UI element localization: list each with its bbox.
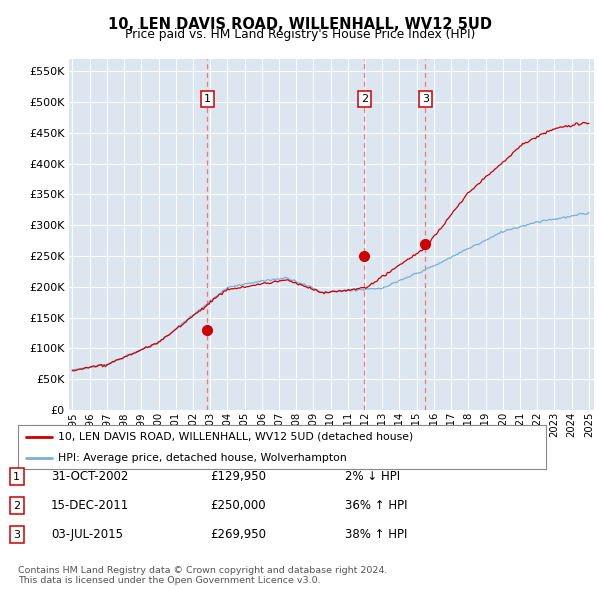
Text: Contains HM Land Registry data © Crown copyright and database right 2024.
This d: Contains HM Land Registry data © Crown c… [18,566,388,585]
Text: 38% ↑ HPI: 38% ↑ HPI [345,528,407,541]
Text: 3: 3 [13,530,20,539]
Text: 31-OCT-2002: 31-OCT-2002 [51,470,128,483]
Text: HPI: Average price, detached house, Wolverhampton: HPI: Average price, detached house, Wolv… [58,453,346,463]
Text: 36% ↑ HPI: 36% ↑ HPI [345,499,407,512]
Text: 1: 1 [204,94,211,104]
Text: 2: 2 [13,501,20,510]
Text: 15-DEC-2011: 15-DEC-2011 [51,499,129,512]
Text: 10, LEN DAVIS ROAD, WILLENHALL, WV12 5UD (detached house): 10, LEN DAVIS ROAD, WILLENHALL, WV12 5UD… [58,432,413,442]
Text: 03-JUL-2015: 03-JUL-2015 [51,528,123,541]
Text: 1: 1 [13,472,20,481]
Text: £250,000: £250,000 [210,499,266,512]
Text: £129,950: £129,950 [210,470,266,483]
Text: 2% ↓ HPI: 2% ↓ HPI [345,470,400,483]
Text: 10, LEN DAVIS ROAD, WILLENHALL, WV12 5UD: 10, LEN DAVIS ROAD, WILLENHALL, WV12 5UD [108,17,492,31]
Text: 3: 3 [422,94,429,104]
Text: £269,950: £269,950 [210,528,266,541]
Text: Price paid vs. HM Land Registry's House Price Index (HPI): Price paid vs. HM Land Registry's House … [125,28,475,41]
Text: 2: 2 [361,94,368,104]
